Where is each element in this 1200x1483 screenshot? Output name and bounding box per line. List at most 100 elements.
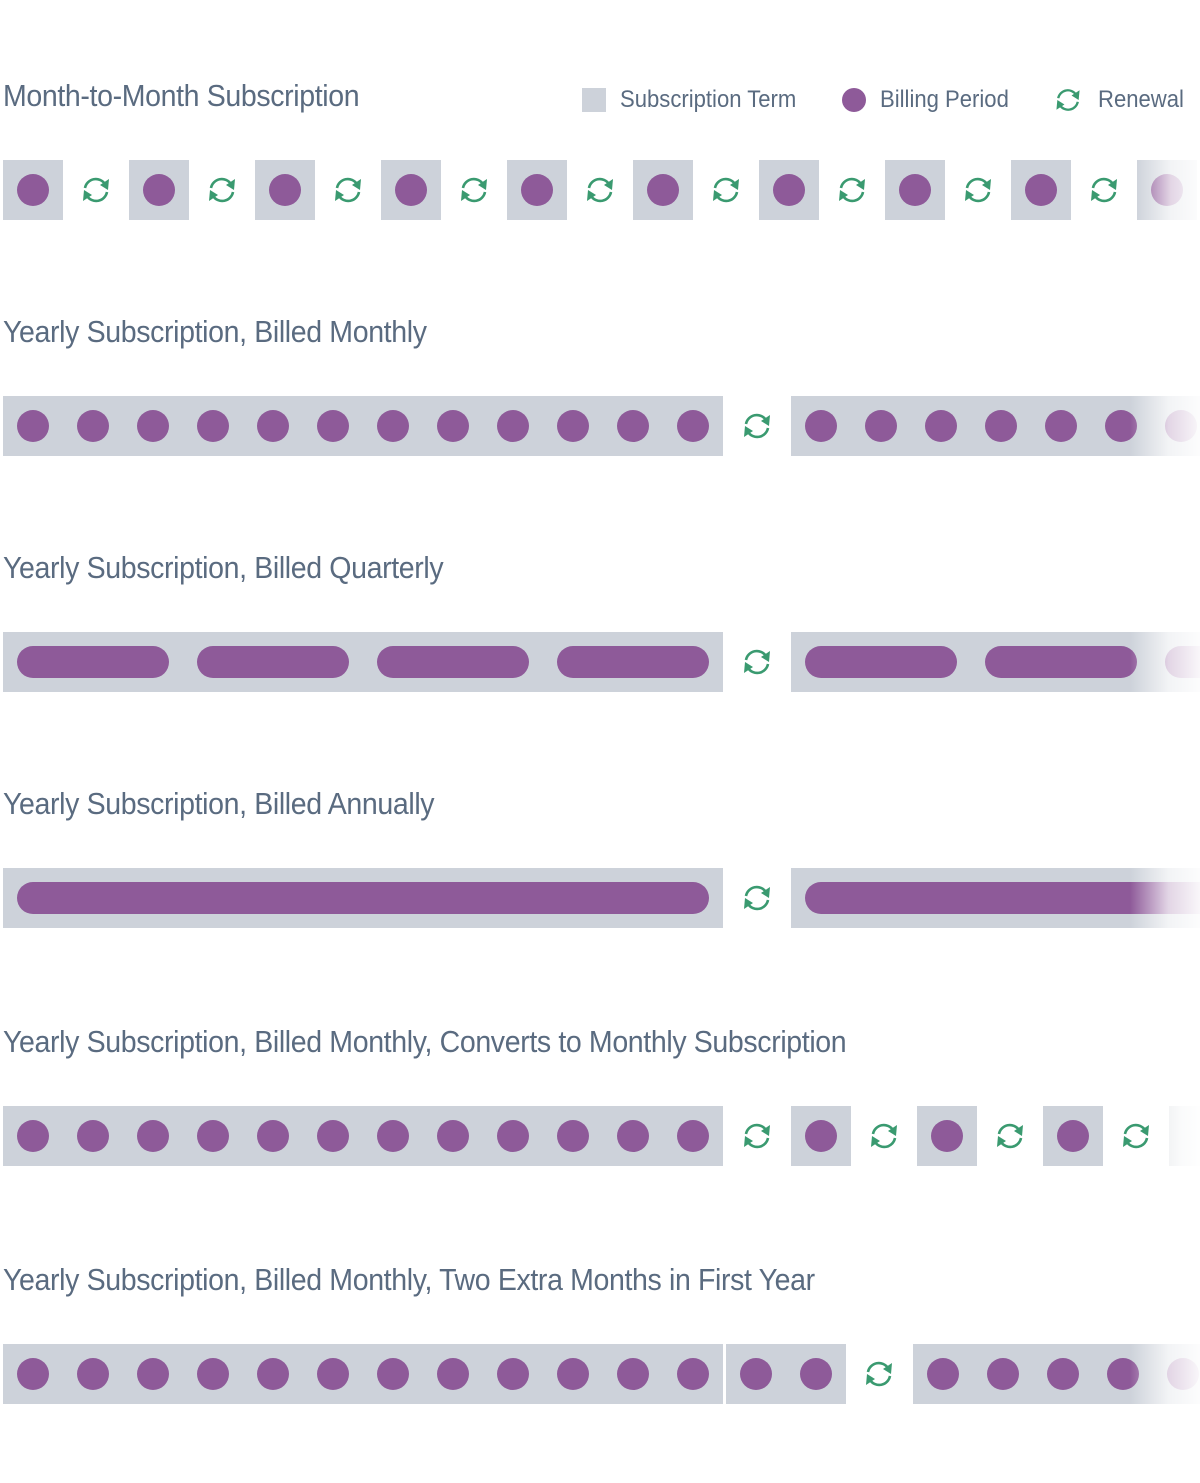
billing-period-dot: [17, 1120, 49, 1152]
billing-period-dot: [1025, 174, 1057, 206]
billing-period-dot: [800, 1358, 832, 1390]
fade-out-overlay: [1135, 160, 1200, 220]
billing-period-quarter: [17, 646, 169, 678]
renewal-icon: [456, 172, 492, 208]
subscription-term: [1043, 1106, 1103, 1166]
renewal-icon: [739, 1118, 775, 1154]
legend-label: Billing Period: [879, 86, 1009, 113]
billing-period-dot: [557, 1120, 589, 1152]
timeline-yearly-billed-monthly: [0, 396, 1200, 456]
billing-period-dot: [497, 1120, 529, 1152]
billing-period-dot: [437, 410, 469, 442]
renewal-icon: [330, 172, 366, 208]
renewal-icon: [1086, 172, 1122, 208]
billing-period-dot: [437, 1358, 469, 1390]
billing-period-dot: [557, 1358, 589, 1390]
timeline-month-to-month: [0, 160, 1200, 220]
billing-period-dot: [377, 1120, 409, 1152]
subscription-term: [3, 396, 723, 456]
renewal-arrows-icon: [1052, 84, 1084, 116]
billing-period-dot: [1047, 1358, 1079, 1390]
billing-period-dot: [740, 1358, 772, 1390]
billing-period-dot: [137, 410, 169, 442]
billing-period-dot: [677, 1120, 709, 1152]
subscription-term: [759, 160, 819, 220]
billing-period-dot: [931, 1120, 963, 1152]
gray-square-icon: [582, 88, 606, 112]
billing-period-dot: [985, 410, 1017, 442]
billing-period-dot: [805, 1120, 837, 1152]
billing-period-dot: [557, 410, 589, 442]
billing-period-dot: [927, 1358, 959, 1390]
purple-dot-icon: [841, 88, 866, 112]
section-title-yearly-billed-quarterly: Yearly Subscription, Billed Quarterly: [3, 550, 444, 585]
section-title-yearly-billed-annually: Yearly Subscription, Billed Annually: [3, 786, 435, 821]
renewal-icon: [78, 172, 114, 208]
billing-period-dot: [377, 1358, 409, 1390]
section-title-converts-to-monthly: Yearly Subscription, Billed Monthly, Con…: [3, 1024, 847, 1059]
billing-period-dot: [257, 410, 289, 442]
legend-item-renewal: Renewal: [1052, 84, 1191, 116]
fade-out-overlay: [1130, 868, 1200, 928]
renewal-icon: [739, 408, 775, 444]
billing-period-dot: [137, 1358, 169, 1390]
billing-period-dot: [865, 410, 897, 442]
billing-period-dot: [497, 1358, 529, 1390]
timeline-yearly-billed-annually: [0, 868, 1200, 928]
billing-period-dot: [17, 410, 49, 442]
subscription-term: [633, 160, 693, 220]
extra-months-term: [726, 1344, 846, 1404]
fade-out-overlay: [1130, 632, 1200, 692]
billing-period-dot: [617, 1120, 649, 1152]
billing-period-dot: [677, 410, 709, 442]
billing-period-dot: [257, 1120, 289, 1152]
billing-period-dot: [437, 1120, 469, 1152]
billing-period-dot: [77, 1120, 109, 1152]
billing-period-dot: [617, 410, 649, 442]
subscription-term: [885, 160, 945, 220]
subscription-term: [3, 1106, 723, 1166]
renewal-icon: [866, 1118, 902, 1154]
legend-item-billing-period: Billing Period: [841, 86, 1020, 114]
timeline-two-extra-months: [0, 1344, 1200, 1404]
billing-period-dot: [197, 1358, 229, 1390]
billing-period-quarter: [377, 646, 529, 678]
billing-period-dot: [77, 410, 109, 442]
subscription-term: [3, 632, 723, 692]
legend: Subscription Term Billing Period Renewal: [582, 84, 1191, 116]
billing-period-dot: [77, 1358, 109, 1390]
legend-label: Subscription Term: [620, 86, 797, 113]
billing-period-dot: [143, 174, 175, 206]
timeline-converts-to-monthly: [0, 1106, 1200, 1166]
subscription-term: [3, 1344, 723, 1404]
billing-period-dot: [497, 410, 529, 442]
billing-period-dot: [521, 174, 553, 206]
fade-out-overlay: [1130, 396, 1200, 456]
billing-period-dot: [269, 174, 301, 206]
billing-period-dot: [317, 1358, 349, 1390]
section-title-month-to-month: Month-to-Month Subscription: [3, 78, 360, 113]
subscription-term: [3, 160, 63, 220]
section-title-two-extra-months: Yearly Subscription, Billed Monthly, Two…: [3, 1262, 815, 1297]
billing-period-dot: [317, 1120, 349, 1152]
billing-period-dot: [1045, 410, 1077, 442]
renewal-icon: [960, 172, 996, 208]
fade-out-overlay: [1160, 1106, 1200, 1166]
subscription-term: [3, 868, 723, 928]
billing-period-dot: [677, 1358, 709, 1390]
subscription-term: [507, 160, 567, 220]
timeline-yearly-billed-quarterly: [0, 632, 1200, 692]
renewal-icon: [739, 880, 775, 916]
billing-period-dot: [17, 174, 49, 206]
billing-period-dot: [647, 174, 679, 206]
billing-period-dot: [197, 410, 229, 442]
billing-period-quarter: [557, 646, 709, 678]
billing-period-dot: [395, 174, 427, 206]
billing-period-dot: [317, 410, 349, 442]
billing-period-dot: [137, 1120, 169, 1152]
legend-label: Renewal: [1097, 86, 1184, 113]
renewal-icon: [204, 172, 240, 208]
billing-period-dot: [1057, 1120, 1089, 1152]
billing-period-dot: [197, 1120, 229, 1152]
subscription-term: [1011, 160, 1071, 220]
